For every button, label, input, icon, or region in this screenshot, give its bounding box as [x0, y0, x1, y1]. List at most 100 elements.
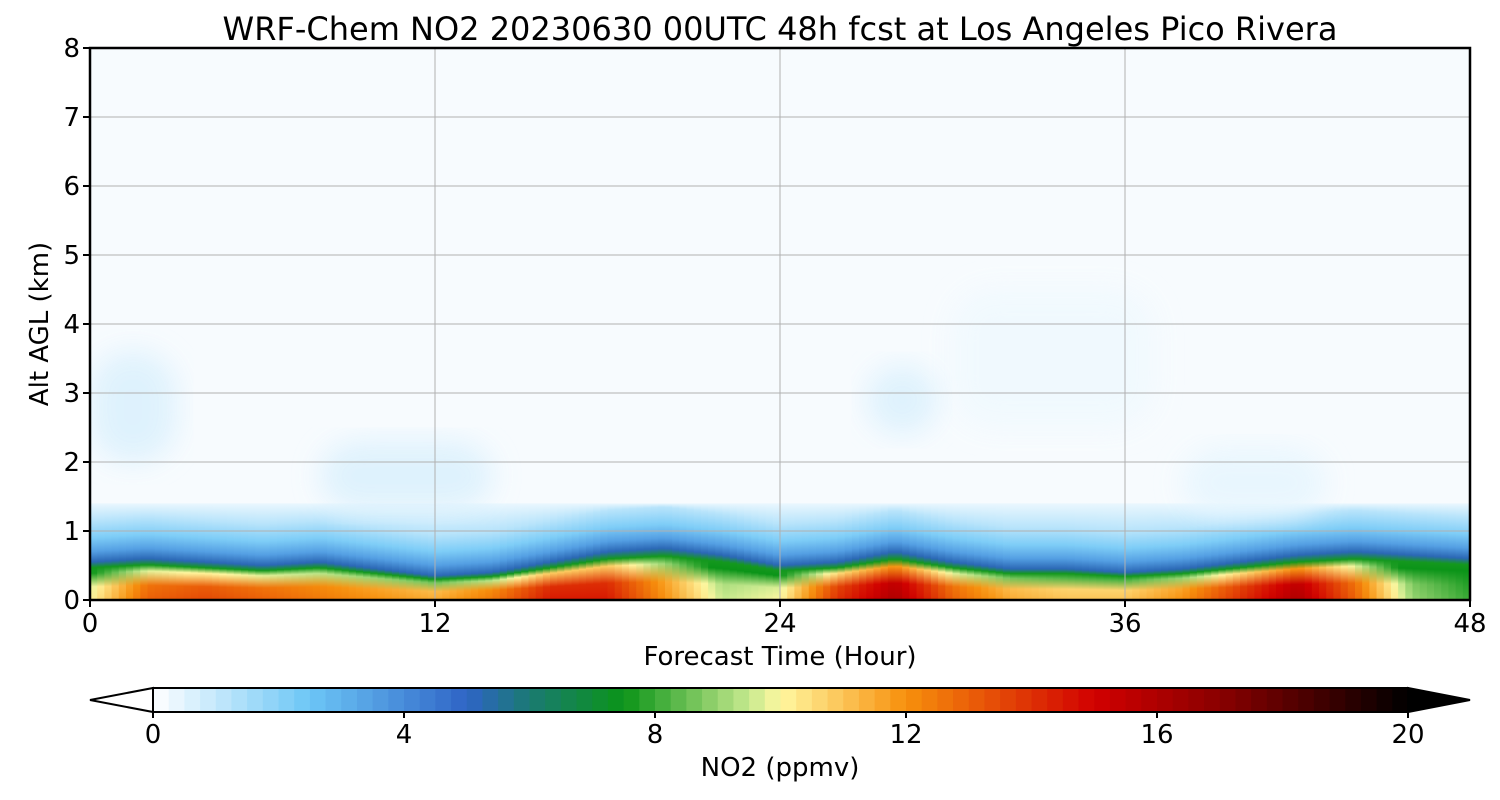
colorbar-segment	[294, 688, 311, 712]
field-column	[327, 503, 335, 600]
field-column	[1240, 503, 1248, 600]
colorbar-segment	[1329, 688, 1346, 712]
field-column	[564, 503, 573, 600]
field-column	[902, 503, 910, 600]
colorbar-segment	[231, 688, 248, 712]
field-column	[320, 503, 328, 600]
field-column	[190, 503, 199, 600]
field-column	[521, 503, 530, 600]
field-column	[492, 503, 501, 600]
field-column	[772, 503, 781, 600]
x-tick-label: 0	[82, 609, 99, 639]
colorbar-frame	[152, 687, 1409, 713]
field-column	[1376, 503, 1385, 600]
colorbar-segment	[466, 688, 483, 712]
field-column	[1304, 503, 1313, 600]
field-column	[1232, 503, 1241, 600]
field-column	[269, 503, 278, 600]
colorbar-segment	[513, 688, 530, 712]
field-column	[97, 503, 105, 600]
field-column	[1182, 503, 1191, 600]
colorbar-segment	[545, 688, 562, 712]
field-column	[1419, 503, 1428, 600]
field-column	[470, 503, 479, 600]
field-column	[930, 503, 939, 600]
field-column	[363, 503, 371, 600]
field-column	[959, 503, 968, 600]
field-column	[406, 503, 415, 600]
colorbar-segment	[1392, 688, 1409, 712]
field-column	[823, 503, 831, 600]
field-column	[514, 503, 522, 600]
colorbar-segment	[906, 688, 923, 712]
field-column	[1146, 503, 1155, 600]
field-column	[305, 503, 314, 600]
field-column	[1067, 503, 1076, 600]
x-tick-label: 24	[763, 609, 796, 639]
field-column	[1204, 503, 1212, 600]
field-column	[758, 503, 767, 600]
field-column	[1218, 503, 1227, 600]
colorbar-segment	[1251, 688, 1268, 712]
colorbar-segment	[953, 688, 970, 712]
field-column	[284, 503, 292, 600]
colorbar-segment	[1235, 688, 1252, 712]
colorbar-segment	[937, 688, 954, 712]
field-column	[384, 503, 393, 600]
field-column	[787, 503, 795, 600]
field-column	[1268, 503, 1277, 600]
field-column	[593, 503, 601, 600]
colorbar-segment	[717, 688, 734, 712]
field-column	[413, 503, 422, 600]
field-column	[1189, 503, 1198, 600]
colorbar-segment	[388, 688, 405, 712]
field-column	[427, 503, 436, 600]
colorbar-segment	[764, 688, 781, 712]
colorbar-segment	[247, 688, 264, 712]
chart-title: WRF-Chem NO2 20230630 00UTC 48h fcst at …	[223, 10, 1338, 48]
field-column	[176, 503, 185, 600]
colorbar-segment	[607, 688, 625, 712]
colorbar-segment	[1141, 688, 1158, 712]
field-column	[1362, 503, 1370, 600]
colorbar-segment	[1376, 688, 1393, 712]
field-column	[1139, 503, 1148, 600]
colorbar-segment	[529, 688, 546, 712]
field-column	[233, 503, 242, 600]
field-column	[1434, 503, 1442, 600]
field-column	[1412, 503, 1421, 600]
colorbar-segment	[419, 688, 436, 712]
colorbar-segment	[1298, 688, 1315, 712]
field-column	[578, 503, 587, 600]
field-column	[974, 503, 982, 600]
field-column	[240, 503, 249, 600]
field-column	[1132, 503, 1140, 600]
colorbar-segment	[968, 688, 985, 712]
field-column	[916, 503, 925, 600]
colorbar-segment	[890, 688, 907, 712]
colorbar-segment	[576, 688, 593, 712]
residual-layer-patch	[866, 365, 939, 435]
colorbar-tick-label: 4	[396, 720, 413, 750]
field-column	[1261, 503, 1270, 600]
field-column	[442, 503, 450, 600]
field-column	[866, 503, 875, 600]
colorbar-segment	[811, 688, 829, 712]
colorbar-tick-label: 16	[1140, 720, 1173, 750]
field-column	[636, 503, 645, 600]
field-column	[104, 503, 113, 600]
field-column	[169, 503, 177, 600]
field-column	[1398, 503, 1406, 600]
colorbar-segment	[215, 688, 232, 712]
field-column	[449, 503, 458, 600]
field-column	[1175, 503, 1184, 600]
field-column	[542, 503, 551, 600]
colorbar-segment	[560, 688, 578, 712]
field-column	[1369, 503, 1378, 600]
colorbar-segment	[1188, 688, 1205, 712]
field-column	[370, 503, 379, 600]
field-column	[1031, 503, 1040, 600]
field-column	[1160, 503, 1169, 600]
colorbar-segment	[372, 688, 389, 712]
field-column	[1297, 503, 1306, 600]
